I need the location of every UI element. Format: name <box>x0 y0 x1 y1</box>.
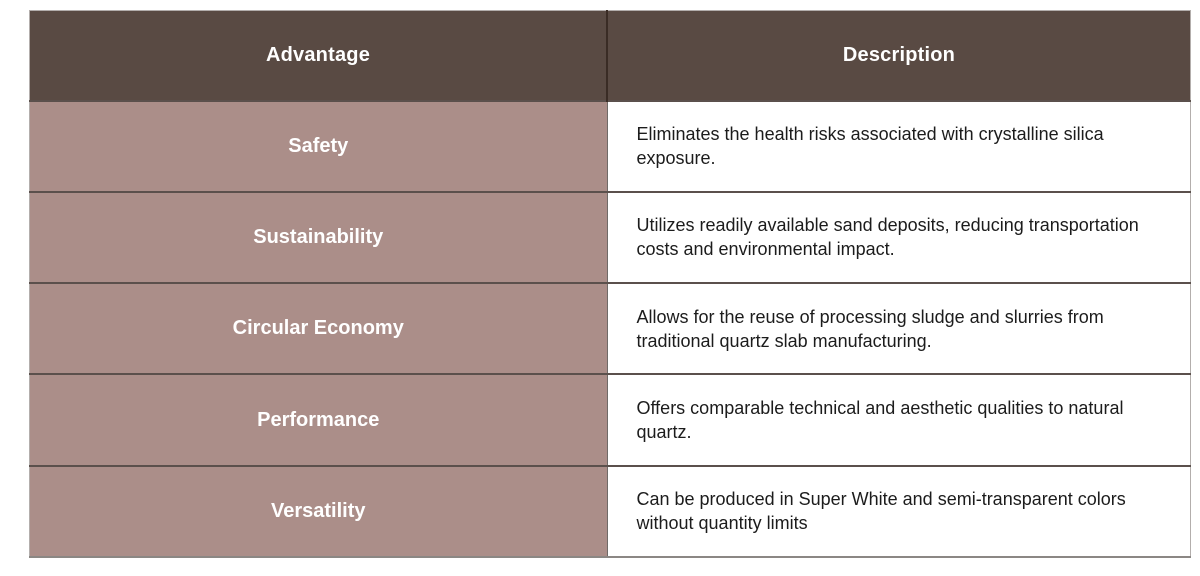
advantage-label: Sustainability <box>253 225 384 248</box>
advantage-cell: Circular Economy <box>29 282 607 375</box>
advantage-cell: Sustainability <box>29 190 607 284</box>
description-text: Utilizes readily available sand deposits… <box>636 215 1139 260</box>
advantage-label: Safety <box>288 134 349 157</box>
table-body: Safety Eliminates the health risks assoc… <box>29 99 1191 557</box>
advantages-table: Advantage Description Safety Eliminates … <box>29 10 1191 558</box>
advantage-cell: Versatility <box>29 464 607 557</box>
advantage-label: Performance <box>257 408 380 431</box>
table-header: Advantage Description <box>29 10 1191 101</box>
description-text: Offers comparable technical and aestheti… <box>636 398 1124 443</box>
advantage-label: Circular Economy <box>232 317 404 340</box>
description-text: Can be produced in Super White and semi-… <box>636 489 1126 534</box>
table-row: Versatility Can be produced in Super Whi… <box>29 464 1191 557</box>
description-cell: Can be produced in Super White and semi-… <box>606 464 1191 557</box>
description-cell: Eliminates the health risks associated w… <box>606 99 1191 192</box>
description-cell: Utilizes readily available sand deposits… <box>606 190 1191 284</box>
description-cell: Offers comparable technical and aestheti… <box>606 373 1191 466</box>
advantages-table-container: Advantage Description Safety Eliminates … <box>29 10 1191 558</box>
table-row: Performance Offers comparable technical … <box>29 373 1191 466</box>
table-row: Safety Eliminates the health risks assoc… <box>29 99 1191 192</box>
table-row: Sustainability Utilizes readily availabl… <box>29 190 1191 284</box>
advantage-cell: Safety <box>29 99 607 192</box>
column-header-advantage: Advantage <box>29 10 607 101</box>
header-row: Advantage Description <box>29 10 1191 101</box>
advantage-cell: Performance <box>29 373 607 466</box>
table-row: Circular Economy Allows for the reuse of… <box>29 282 1191 375</box>
description-text: Eliminates the health risks associated w… <box>636 124 1104 169</box>
description-text: Allows for the reuse of processing sludg… <box>636 306 1104 351</box>
column-header-description: Description <box>606 10 1191 101</box>
description-cell: Allows for the reuse of processing sludg… <box>606 282 1191 375</box>
advantage-label: Versatility <box>270 499 366 522</box>
